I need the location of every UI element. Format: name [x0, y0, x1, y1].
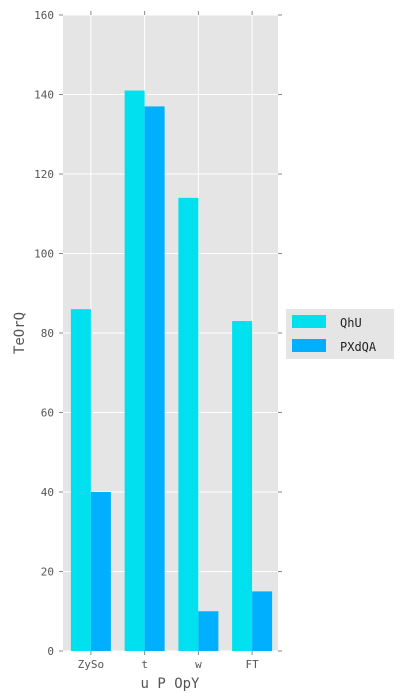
legend-label-qhu: QhU: [340, 316, 362, 330]
y-axis-ticks: 0 20 40 60 80 100 120 140 160: [34, 9, 282, 658]
x-tick-label: t: [141, 658, 148, 671]
x-tick-label: ZySo: [78, 658, 105, 671]
y-tick-label: 40: [41, 486, 54, 499]
legend: QhU PXdQA: [286, 309, 394, 359]
y-tick-label: 120: [34, 168, 54, 181]
x-axis-ticks: ZySo t w FT: [78, 11, 259, 671]
legend-swatch-qhu: [292, 315, 326, 328]
legend-label-pxdqa: PXdQA: [340, 340, 377, 354]
bar-qhu-w: [178, 197, 199, 651]
legend-swatch-pxdqa: [292, 339, 326, 352]
y-tick-label: 80: [41, 327, 54, 340]
bar-qhu-t: [124, 90, 145, 651]
bar-qhu-zyso: [70, 309, 91, 651]
y-tick-label: 140: [34, 89, 54, 102]
x-tick-label: w: [195, 658, 202, 671]
bar-pxdqa-w: [198, 611, 219, 651]
y-tick-label: 100: [34, 248, 54, 261]
y-axis-label: TeOrQ: [12, 312, 28, 354]
x-axis-label: u P OpY: [140, 676, 200, 692]
y-tick-label: 160: [34, 9, 54, 22]
bar-pxdqa-t: [144, 106, 165, 652]
y-tick-label: 20: [41, 566, 54, 579]
bar-pxdqa-zyso: [90, 492, 111, 651]
bar-pxdqa-ft: [252, 591, 273, 651]
x-tick-label: FT: [246, 658, 260, 671]
y-tick-label: 60: [41, 407, 54, 420]
bars: [70, 90, 273, 652]
y-tick-label: 0: [47, 645, 54, 658]
bar-qhu-ft: [232, 321, 253, 651]
